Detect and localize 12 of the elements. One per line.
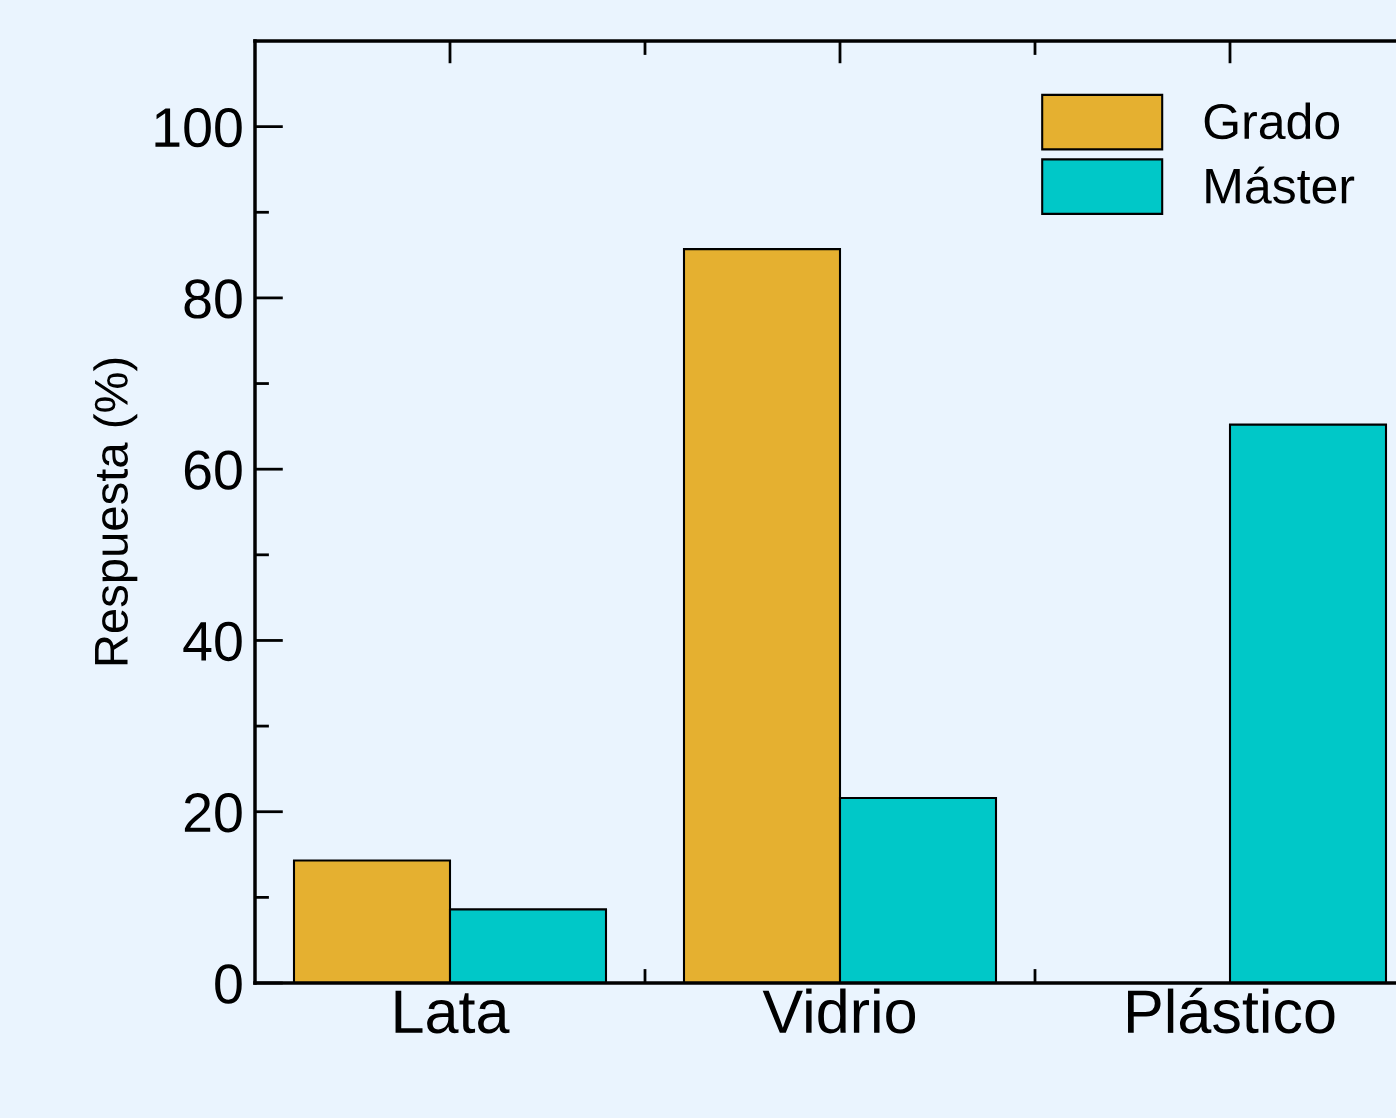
x-tick-label: Lata: [395, 990, 510, 1034]
legend-label: Grado: [1204, 102, 1340, 140]
y-tick-label: 0: [215, 964, 242, 1004]
y-tick-label: 80: [184, 279, 242, 319]
y-axis-title: Respuesta (%): [93, 358, 138, 665]
y-tick-label: 100: [155, 107, 242, 148]
legend-label: Máster: [1206, 166, 1355, 204]
y-tick-label: 60: [184, 450, 242, 490]
y-tick-label: 40: [183, 621, 242, 662]
x-tick-label: Plástico: [1128, 987, 1335, 1034]
x-tick-label: Vidrio: [762, 988, 916, 1034]
y-tick-label: 20: [184, 793, 242, 833]
